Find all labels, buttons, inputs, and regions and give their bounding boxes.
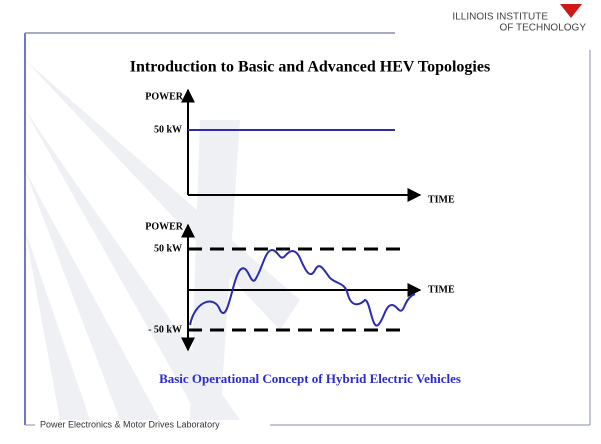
diagram-constant-power: POWER 50 kW TIME <box>145 88 455 205</box>
frame <box>24 32 591 426</box>
background-rays <box>25 60 300 420</box>
footer: Power Electronics & Motor Drives Laborat… <box>40 419 220 429</box>
axis-label: TIME <box>428 284 455 295</box>
level-label: 50 kW <box>154 124 182 135</box>
level-label: - 50 kW <box>148 324 182 335</box>
logo-mark <box>560 4 582 18</box>
caption: Basic Operational Concept of Hybrid Elec… <box>159 371 461 386</box>
axis-label: POWER <box>145 91 184 102</box>
logo-text: OF TECHNOLOGY <box>500 23 587 34</box>
axis-label: POWER <box>145 221 184 232</box>
axis-label: TIME <box>428 194 455 205</box>
level-label: 50 kW <box>154 243 182 254</box>
slide-title: Introduction to Basic and Advanced HEV T… <box>130 59 490 76</box>
logo-text: ILLINOIS INSTITUTE <box>452 12 548 23</box>
diagram-varying-power: POWER 50 kW - 50 kW TIME <box>145 221 455 352</box>
